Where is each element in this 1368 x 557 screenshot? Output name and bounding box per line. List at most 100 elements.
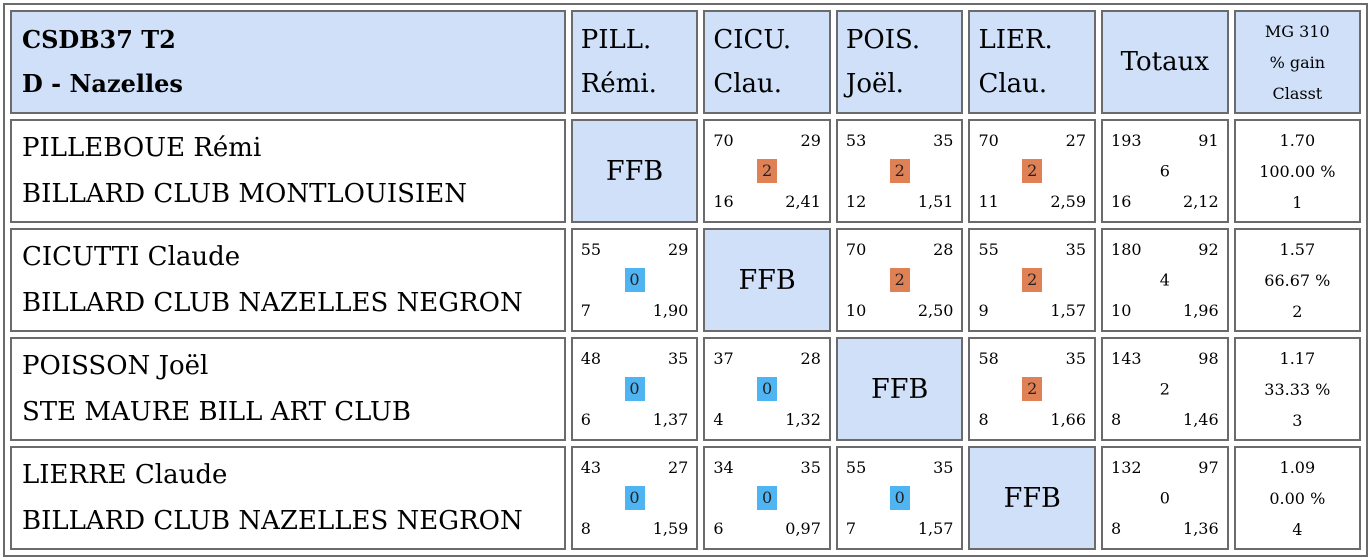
mg-value: 1.70 <box>1279 130 1316 150</box>
player-name: CICUTTI Claude <box>22 242 241 272</box>
match-reprises: 27 <box>1065 131 1087 150</box>
total-points: 193 <box>1111 131 1142 150</box>
player-club: BILLARD CLUB NAZELLES NEGRON <box>22 506 523 536</box>
column-header-line2: Clau. <box>713 69 783 99</box>
match-serie: 11 <box>978 192 999 211</box>
match-serie: 12 <box>845 192 867 211</box>
totals-cell: 143 98 2 8 1,46 <box>1101 337 1229 441</box>
match-points: 55 <box>845 458 867 477</box>
match-points-badge: 0 <box>624 377 645 401</box>
player-club: STE MAURE BILL ART CLUB <box>22 397 411 427</box>
mg-value: 1.17 <box>1279 348 1316 368</box>
player-cell: PILLEBOUE Rémi BILLARD CLUB MONTLOUISIEN <box>10 119 566 223</box>
column-header-line2: Joël. <box>845 69 904 99</box>
match-moyenne: 1,57 <box>917 519 954 538</box>
match-serie: 10 <box>845 301 867 320</box>
mg-value: 1.09 <box>1279 457 1316 477</box>
rank: 4 <box>1292 519 1303 539</box>
player-name: POISSON Joël <box>22 351 209 381</box>
self-match-cell: FFB <box>570 119 699 223</box>
column-header-pill: PILL. Rémi. <box>570 10 699 114</box>
match-points-badge: 0 <box>889 486 910 510</box>
column-header-line2: Clau. <box>978 69 1048 99</box>
total-points: 132 <box>1111 458 1142 477</box>
match-badge-wrap: 0 <box>624 377 645 401</box>
match-reprises: 35 <box>1065 240 1087 259</box>
column-header-line1: LIER. <box>978 25 1053 55</box>
gain-percent: 100.00 % <box>1259 161 1336 181</box>
match-points-badge: 0 <box>757 486 778 510</box>
tournament-title-line1: CSDB37 T2 <box>22 25 176 54</box>
match-points: 70 <box>713 131 734 150</box>
match-moyenne: 2,41 <box>785 192 821 211</box>
tournament-title: CSDB37 T2 D - Nazelles <box>10 10 566 114</box>
mg-header-line2: % gain <box>1269 52 1326 72</box>
mg-header-line3: Classt <box>1272 83 1323 103</box>
total-match-points: 0 <box>1159 488 1170 508</box>
match-serie: 9 <box>978 301 989 320</box>
total-reprises: 91 <box>1198 131 1219 150</box>
player-row: POISSON Joël STE MAURE BILL ART CLUB 48 35 0… <box>10 337 1361 441</box>
match-result-cell: 43 27 0 8 1,59 <box>570 446 699 550</box>
match-moyenne: 1,57 <box>1050 301 1087 320</box>
mg-value: 1.57 <box>1279 239 1316 259</box>
tournament-title-line2: D - Nazelles <box>22 69 183 98</box>
column-header-line2: Rémi. <box>580 69 657 99</box>
total-reprises: 98 <box>1198 349 1219 368</box>
match-serie: 6 <box>580 410 591 429</box>
match-result-cell: 34 35 0 6 0,97 <box>703 446 831 550</box>
total-serie: 10 <box>1111 301 1132 320</box>
match-serie: 4 <box>713 410 724 429</box>
total-moyenne: 1,96 <box>1183 301 1219 320</box>
match-reprises: 29 <box>800 131 821 150</box>
match-badge-wrap: 0 <box>757 486 778 510</box>
match-points: 53 <box>845 131 867 150</box>
match-points-badge: 0 <box>757 377 778 401</box>
totals-cell: 132 97 0 8 1,36 <box>1101 446 1229 550</box>
total-serie: 8 <box>1111 410 1122 429</box>
match-badge-wrap: 0 <box>624 486 645 510</box>
rank: 3 <box>1292 410 1303 430</box>
match-reprises: 35 <box>667 349 689 368</box>
match-points-badge: 2 <box>889 268 910 292</box>
match-points-badge: 2 <box>889 159 910 183</box>
match-badge-wrap: 2 <box>1022 377 1043 401</box>
player-cell: POISSON Joël STE MAURE BILL ART CLUB <box>10 337 566 441</box>
self-match-cell: FFB <box>835 337 964 441</box>
match-result-cell: 53 35 2 12 1,51 <box>835 119 964 223</box>
match-reprises: 27 <box>667 458 689 477</box>
match-points: 48 <box>580 349 602 368</box>
player-club: BILLARD CLUB MONTLOUISIEN <box>22 179 467 209</box>
total-reprises: 92 <box>1198 240 1219 259</box>
total-moyenne: 2,12 <box>1183 192 1219 211</box>
match-result-cell: 55 35 2 9 1,57 <box>968 228 1097 332</box>
match-points: 37 <box>713 349 734 368</box>
match-serie: 7 <box>845 519 857 538</box>
match-moyenne: 1,66 <box>1050 410 1087 429</box>
match-reprises: 28 <box>933 240 954 259</box>
match-result-cell: 58 35 2 8 1,66 <box>968 337 1097 441</box>
match-serie: 7 <box>580 301 591 320</box>
player-row: PILLEBOUE Rémi BILLARD CLUB MONTLOUISIEN F… <box>10 119 1361 223</box>
match-badge-wrap: 0 <box>624 268 645 292</box>
match-result-cell: 55 35 0 7 1,57 <box>835 446 964 550</box>
gain-percent: 0.00 % <box>1269 488 1326 508</box>
total-match-points: 6 <box>1159 161 1170 181</box>
match-points: 43 <box>580 458 602 477</box>
match-reprises: 29 <box>667 240 689 259</box>
match-reprises: 28 <box>800 349 821 368</box>
match-serie: 16 <box>713 192 734 211</box>
rank: 1 <box>1292 192 1303 212</box>
match-points-badge: 0 <box>624 486 645 510</box>
match-moyenne: 2,59 <box>1050 192 1087 211</box>
column-header-cicu: CICU. Clau. <box>703 10 831 114</box>
self-match-cell: FFB <box>703 228 831 332</box>
match-result-cell: 48 35 0 6 1,37 <box>570 337 699 441</box>
match-serie: 6 <box>713 519 724 538</box>
match-points: 34 <box>713 458 734 477</box>
player-cell: LIERRE Claude BILLARD CLUB NAZELLES NEGRO… <box>10 446 566 550</box>
mg-cell: 1.70 100.00 % 1 <box>1233 119 1361 223</box>
match-points-badge: 2 <box>1022 377 1043 401</box>
self-match-cell: FFB <box>968 446 1097 550</box>
header-row: CSDB37 T2 D - Nazelles PILL. Rémi. CICU.… <box>10 10 1361 114</box>
